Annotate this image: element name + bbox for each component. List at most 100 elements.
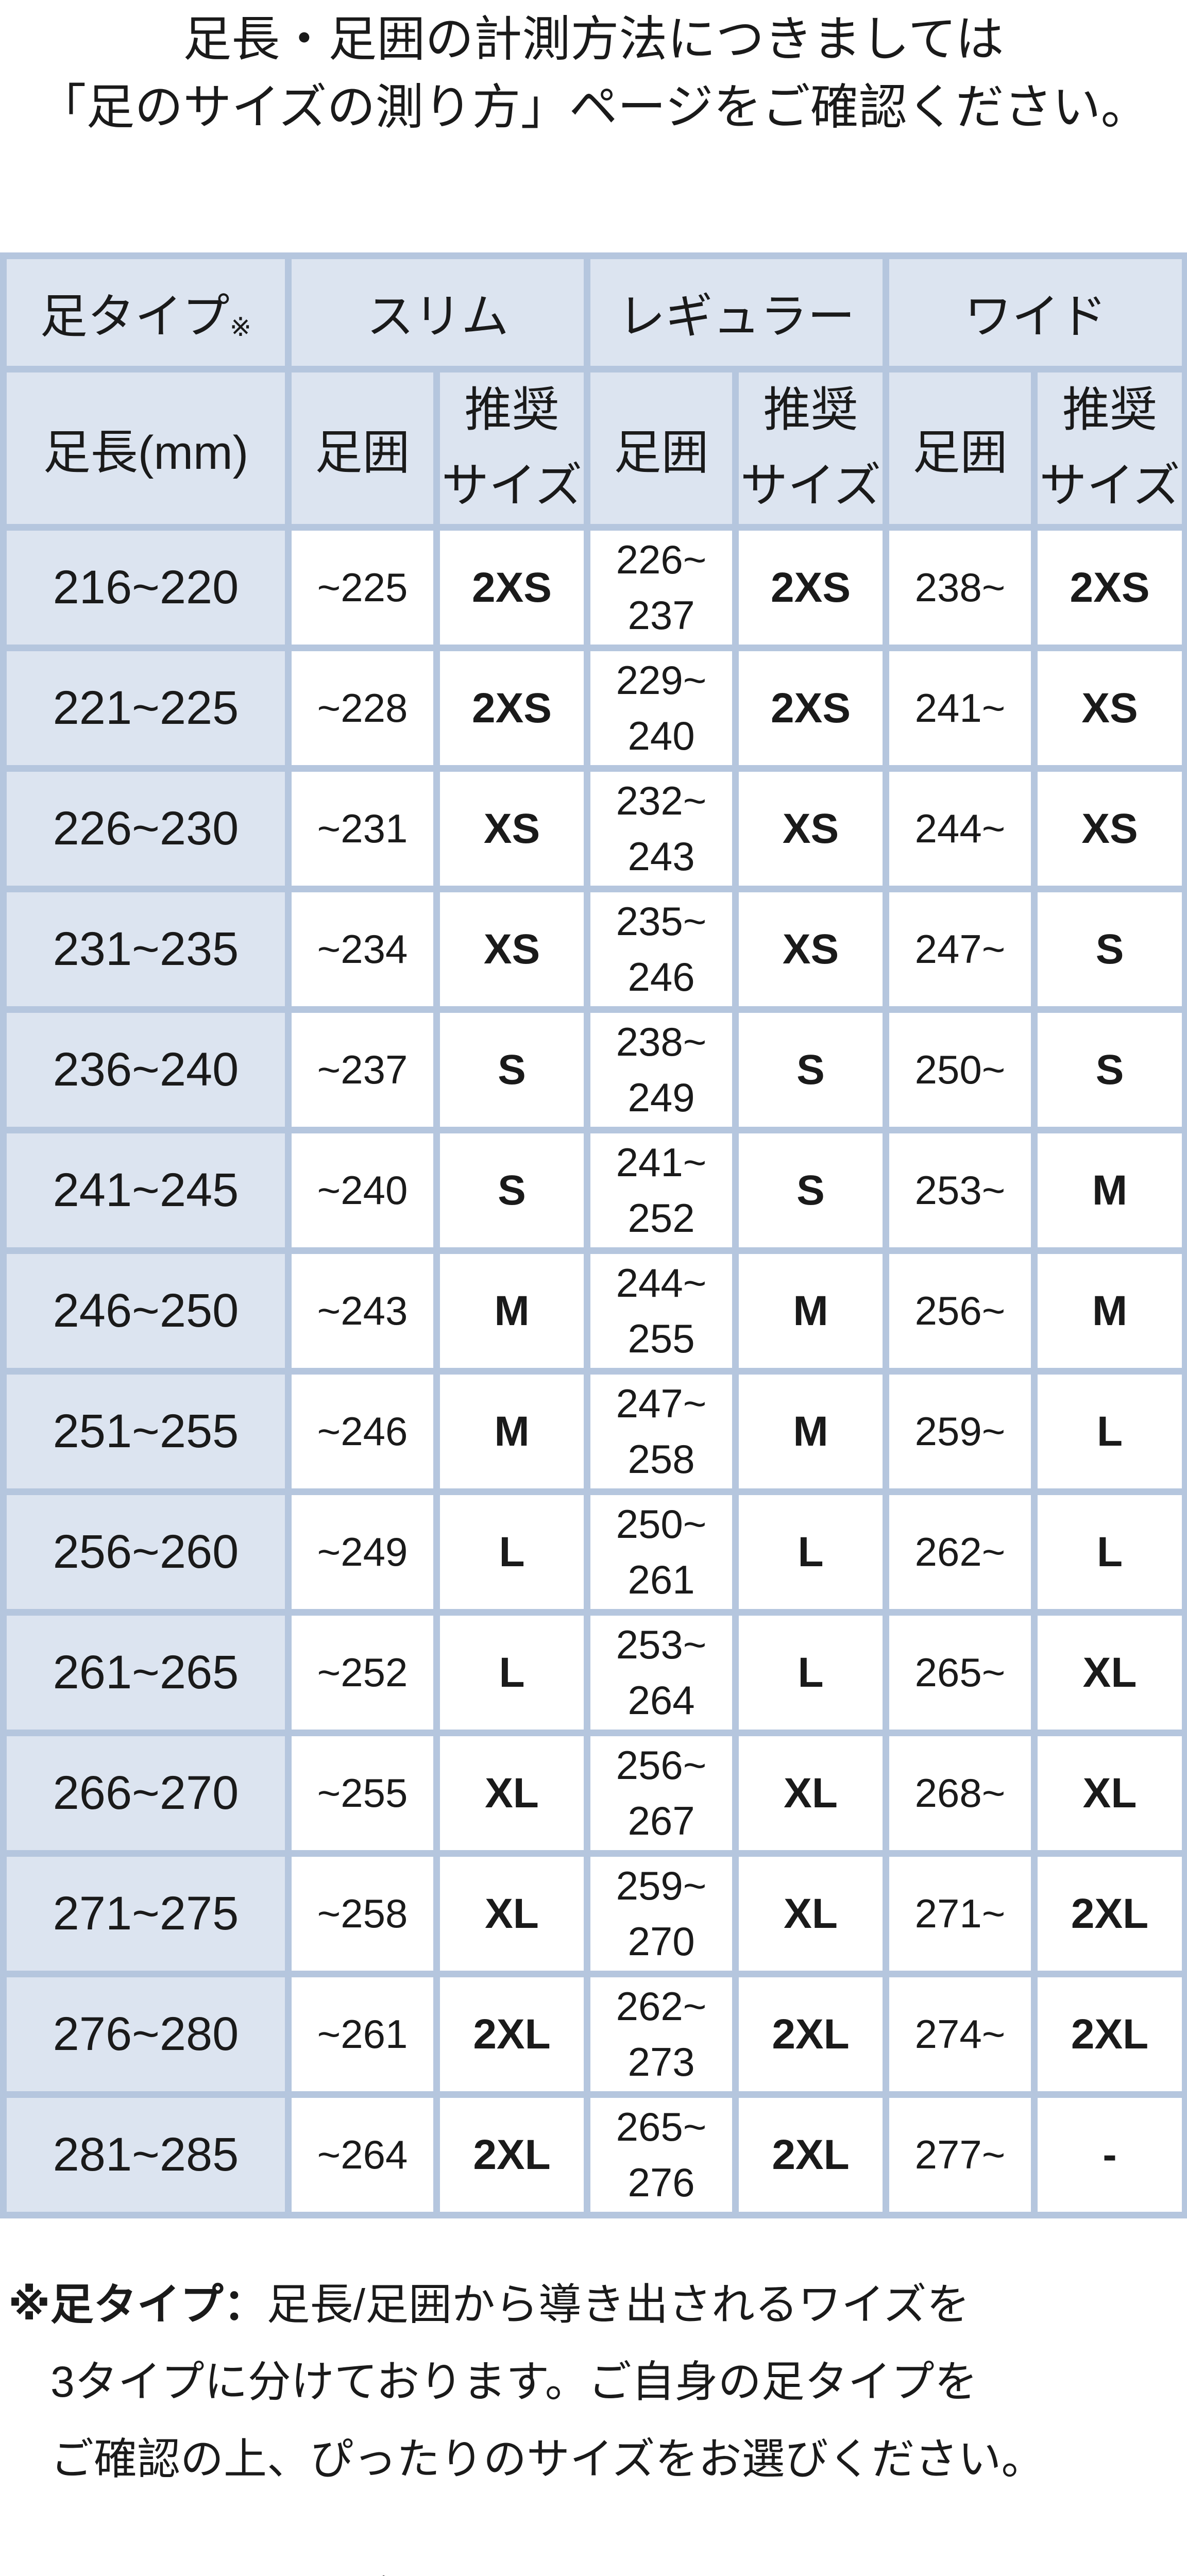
slim-size-cell: XS bbox=[433, 765, 591, 893]
foot-length-cell: 281~285 bbox=[0, 2091, 292, 2219]
wide-size-cell: S bbox=[1031, 886, 1187, 1013]
slim-girth-cell: ~228 bbox=[285, 645, 440, 772]
regular-girth-cell: 247~ 258 bbox=[584, 1368, 739, 1496]
header-regular: レギュラー bbox=[584, 252, 890, 372]
regular-size-cell: M bbox=[732, 1368, 890, 1496]
slim-girth-cell: ~234 bbox=[285, 886, 440, 1013]
wide-size-cell: XL bbox=[1031, 1609, 1187, 1737]
wide-girth-cell: 253~ bbox=[883, 1127, 1038, 1255]
slim-girth-cell: ~243 bbox=[285, 1247, 440, 1375]
size-chart-row: 246~250 ~243 M 244~ 255 M 256~ M bbox=[0, 1247, 1187, 1375]
regular-size-cell: XL bbox=[732, 1730, 890, 1857]
size-chart-row: 271~275 ~258 XL 259~ 270 XL 271~ 2XL bbox=[0, 1850, 1187, 1978]
wide-girth-cell: 247~ bbox=[883, 886, 1038, 1013]
wide-size-cell: L bbox=[1031, 1488, 1187, 1616]
slim-size-cell: 2XL bbox=[433, 2091, 591, 2219]
header-wide-girth: 足囲 bbox=[883, 365, 1038, 531]
wide-size-cell: XS bbox=[1031, 765, 1187, 893]
foot-type-label: 足タイプ bbox=[40, 291, 230, 343]
header-wide-recommended-size: 推奨 サイズ bbox=[1031, 365, 1187, 531]
wide-girth-cell: 274~ bbox=[883, 1971, 1038, 2098]
foot-length-cell: 251~255 bbox=[0, 1368, 292, 1496]
wide-size-cell: - bbox=[1031, 2091, 1187, 2219]
foot-length-cell: 246~250 bbox=[0, 1247, 292, 1375]
size-chart-row: 276~280 ~261 2XL 262~ 273 2XL 274~ 2XL bbox=[0, 1971, 1187, 2098]
header-row-foot-types: 足タイプ※ スリム レギュラー ワイド bbox=[0, 252, 1187, 372]
regular-girth-cell: 229~ 240 bbox=[584, 645, 739, 772]
regular-size-cell: 2XL bbox=[732, 2091, 890, 2219]
slim-girth-cell: ~258 bbox=[285, 1850, 440, 1978]
wide-girth-cell: 244~ bbox=[883, 765, 1038, 893]
regular-size-cell: XS bbox=[732, 886, 890, 1013]
regular-size-cell: S bbox=[732, 1127, 890, 1255]
regular-size-cell: L bbox=[732, 1488, 890, 1616]
intro-line-2: 「足のサイズの測り方」ページをご確認ください。 bbox=[38, 80, 1149, 134]
slim-size-cell: M bbox=[433, 1368, 591, 1496]
width-type-legend: スリム：E以下 / レギュラー：2Eor3E / ワイド：4E以上 bbox=[0, 2570, 1187, 2576]
intro-text: 足長・足囲の計測方法につきましては 「足のサイズの測り方」ページをご確認ください… bbox=[0, 0, 1187, 141]
foot-length-cell: 231~235 bbox=[0, 886, 292, 1013]
slim-girth-cell: ~231 bbox=[285, 765, 440, 893]
wide-girth-cell: 271~ bbox=[883, 1850, 1038, 1978]
foot-length-cell: 236~240 bbox=[0, 1006, 292, 1134]
regular-girth-cell: 226~ 237 bbox=[584, 524, 739, 652]
header-foot-type: 足タイプ※ bbox=[0, 252, 292, 372]
regular-size-cell: M bbox=[732, 1247, 890, 1375]
regular-size-cell: S bbox=[732, 1006, 890, 1134]
slim-girth-cell: ~255 bbox=[285, 1730, 440, 1857]
slim-size-cell: 2XS bbox=[433, 645, 591, 772]
size-chart-row: 236~240 ~237 S 238~ 249 S 250~ S bbox=[0, 1006, 1187, 1134]
regular-size-cell: 2XS bbox=[732, 524, 890, 652]
header-slim: スリム bbox=[284, 252, 591, 372]
footnote-line-1-text: 足長/足囲から導き出されるワイズを bbox=[266, 2280, 970, 2329]
header-slim-girth: 足囲 bbox=[285, 365, 440, 531]
wide-girth-cell: 256~ bbox=[883, 1247, 1038, 1375]
regular-girth-cell: 259~ 270 bbox=[584, 1850, 739, 1978]
foot-length-cell: 216~220 bbox=[0, 524, 292, 652]
regular-girth-cell: 250~ 261 bbox=[584, 1488, 739, 1616]
regular-girth-cell: 238~ 249 bbox=[584, 1006, 739, 1134]
foot-length-cell: 226~230 bbox=[0, 765, 292, 893]
size-chart-row: 251~255 ~246 M 247~ 258 M 259~ L bbox=[0, 1368, 1187, 1496]
header-regular-recommended-size: 推奨 サイズ bbox=[732, 365, 890, 531]
size-chart-row: 256~260 ~249 L 250~ 261 L 262~ L bbox=[0, 1488, 1187, 1616]
regular-girth-cell: 265~ 276 bbox=[584, 2091, 739, 2219]
wide-girth-cell: 262~ bbox=[883, 1488, 1038, 1616]
slim-size-cell: XS bbox=[433, 886, 591, 1013]
header-slim-recommended-size: 推奨 サイズ bbox=[433, 365, 591, 531]
wide-girth-cell: 250~ bbox=[883, 1006, 1038, 1134]
wide-girth-cell: 241~ bbox=[883, 645, 1038, 772]
footnote-label: ※足タイプ： bbox=[8, 2280, 267, 2329]
wide-girth-cell: 268~ bbox=[883, 1730, 1038, 1857]
slim-girth-cell: ~246 bbox=[285, 1368, 440, 1496]
header-foot-length: 足長(mm) bbox=[0, 365, 292, 531]
slim-size-cell: S bbox=[433, 1006, 591, 1134]
foot-length-cell: 256~260 bbox=[0, 1488, 292, 1616]
foot-length-cell: 241~245 bbox=[0, 1127, 292, 1255]
wide-size-cell: 2XL bbox=[1031, 1971, 1187, 2098]
slim-size-cell: XL bbox=[433, 1850, 591, 1978]
slim-size-cell: L bbox=[433, 1609, 591, 1737]
slim-girth-cell: ~240 bbox=[285, 1127, 440, 1255]
slim-girth-cell: ~237 bbox=[285, 1006, 440, 1134]
regular-size-cell: XL bbox=[732, 1850, 890, 1978]
regular-girth-cell: 241~ 252 bbox=[584, 1127, 739, 1255]
size-chart-row: 261~265 ~252 L 253~ 264 L 265~ XL bbox=[0, 1609, 1187, 1737]
size-chart-row: 231~235 ~234 XS 235~ 246 XS 247~ S bbox=[0, 886, 1187, 1013]
footnote-reference-mark: ※ bbox=[229, 312, 252, 342]
size-chart-row: 216~220 ~225 2XS 226~ 237 2XS 238~ 2XS bbox=[0, 524, 1187, 652]
slim-size-cell: 2XL bbox=[433, 1971, 591, 2098]
regular-girth-cell: 253~ 264 bbox=[584, 1609, 739, 1737]
wide-size-cell: 2XS bbox=[1031, 524, 1187, 652]
header-regular-girth: 足囲 bbox=[584, 365, 739, 531]
slim-size-cell: L bbox=[433, 1488, 591, 1616]
size-chart-row: 226~230 ~231 XS 232~ 243 XS 244~ XS bbox=[0, 765, 1187, 893]
size-chart-row: 281~285 ~264 2XL 265~ 276 2XL 277~ - bbox=[0, 2091, 1187, 2219]
regular-girth-cell: 244~ 255 bbox=[584, 1247, 739, 1375]
wide-girth-cell: 238~ bbox=[883, 524, 1038, 652]
slim-girth-cell: ~249 bbox=[285, 1488, 440, 1616]
wide-size-cell: S bbox=[1031, 1006, 1187, 1134]
footnote-line-2: 3タイプに分けております。ご自身の足タイプを bbox=[50, 2358, 978, 2406]
regular-size-cell: 2XL bbox=[732, 1971, 890, 2098]
